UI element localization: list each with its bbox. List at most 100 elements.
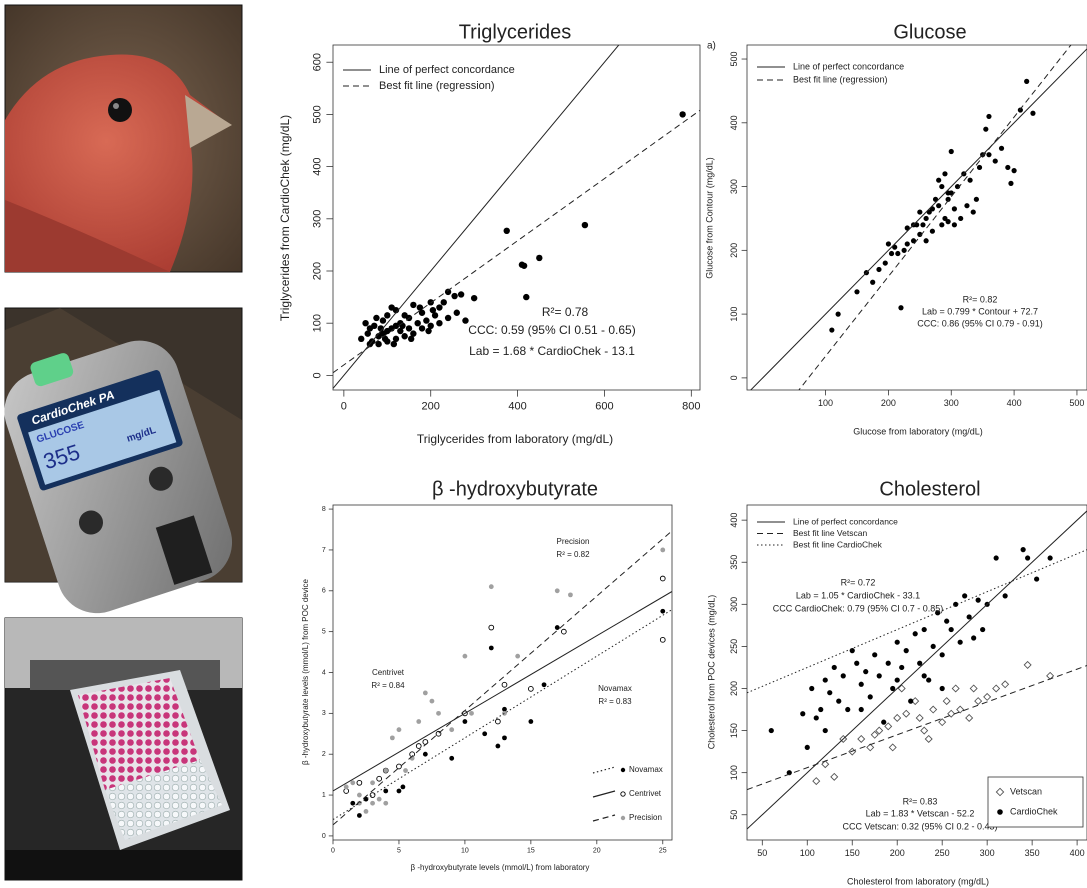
point: [1018, 107, 1023, 112]
x-tick-label: 0: [331, 847, 335, 854]
point: [952, 222, 957, 227]
legend-label: Best fit line (regression): [379, 80, 495, 92]
point: [469, 711, 474, 716]
point: [350, 780, 355, 785]
point: [373, 315, 379, 321]
point: [905, 241, 910, 246]
point: [976, 598, 981, 603]
point: [885, 723, 892, 730]
point: [974, 197, 979, 202]
point: [1024, 662, 1031, 669]
point: [502, 711, 507, 716]
point: [836, 312, 841, 317]
legend-label: CardioChek: [1010, 806, 1058, 816]
point: [528, 719, 533, 724]
point: [952, 206, 957, 211]
legend-marker: [621, 816, 625, 820]
y-tick-label: 400: [312, 157, 324, 175]
x-tick-label: 200: [890, 848, 905, 858]
y-tick-label: 150: [729, 723, 739, 738]
x-axis-label: Triglycerides from laboratory (mg/dL): [417, 432, 613, 446]
point: [454, 310, 460, 316]
x-tick-label: 500: [1069, 398, 1084, 408]
legend-label: Novamax: [629, 765, 663, 774]
point: [391, 341, 397, 347]
point: [895, 677, 900, 682]
point: [380, 317, 386, 323]
point: [889, 744, 896, 751]
point: [854, 289, 859, 294]
point: [999, 146, 1004, 151]
point: [939, 719, 946, 726]
plot-area: [747, 25, 1087, 456]
annotation: R²= 0.72: [841, 577, 876, 587]
point: [568, 592, 573, 597]
panel-label: a): [707, 41, 716, 52]
point: [504, 228, 510, 234]
annotation: R² = 0.83: [598, 697, 632, 706]
annotation: Lab = 1.68 * CardioChek - 13.1: [469, 344, 635, 358]
point: [370, 801, 375, 806]
y-tick-label: 2: [322, 751, 326, 758]
point: [419, 325, 425, 331]
y-tick-label: 300: [729, 597, 739, 612]
point: [966, 715, 973, 722]
chart-title: Glucose: [893, 21, 966, 43]
point: [410, 302, 416, 308]
point: [370, 793, 375, 798]
point: [397, 789, 402, 794]
point: [521, 263, 527, 269]
point: [986, 114, 991, 119]
point: [936, 178, 941, 183]
point: [872, 652, 877, 657]
point: [660, 548, 665, 553]
point: [800, 711, 805, 716]
annotation: R²= 0.78: [542, 305, 589, 319]
point: [401, 784, 406, 789]
point: [451, 293, 457, 299]
device-photo: CardioChek PA GLUCOSE 355 mg/dL: [0, 308, 242, 624]
point: [980, 627, 985, 632]
point: [528, 686, 533, 691]
point: [401, 333, 407, 339]
point: [886, 241, 891, 246]
point: [1048, 555, 1053, 560]
chart-title: Cholesterol: [879, 478, 980, 500]
legend-frame: [988, 777, 1083, 827]
point: [1034, 576, 1039, 581]
point: [926, 677, 931, 682]
y-tick-label: 400: [729, 115, 739, 130]
point: [841, 673, 846, 678]
point: [823, 677, 828, 682]
point: [449, 756, 454, 761]
point: [895, 640, 900, 645]
point: [489, 625, 494, 630]
point: [397, 727, 402, 732]
point: [993, 685, 1000, 692]
point: [408, 336, 414, 342]
x-tick-label: 300: [944, 398, 959, 408]
annotation: R²= 0.83: [903, 796, 938, 806]
point: [883, 260, 888, 265]
y-axis-label: β -hydroxybutyrate levels (mmol/L) from …: [301, 578, 310, 765]
point: [894, 715, 901, 722]
legend-label: Line of perfect concordance: [793, 516, 898, 526]
y-axis-label: Cholesterol from POC devices (mg/dL): [706, 595, 716, 750]
point: [357, 793, 362, 798]
point: [397, 764, 402, 769]
point: [344, 789, 349, 794]
x-tick-label: 100: [818, 398, 833, 408]
point: [939, 184, 944, 189]
point: [858, 736, 865, 743]
y-tick-label: 200: [729, 681, 739, 696]
point: [943, 698, 950, 705]
point: [983, 127, 988, 132]
point: [877, 673, 882, 678]
point: [417, 304, 423, 310]
annotation: Lab = 1.05 * CardioChek - 33.1: [796, 590, 920, 600]
point: [967, 614, 972, 619]
point: [831, 773, 838, 780]
point: [430, 307, 436, 313]
point: [944, 619, 949, 624]
